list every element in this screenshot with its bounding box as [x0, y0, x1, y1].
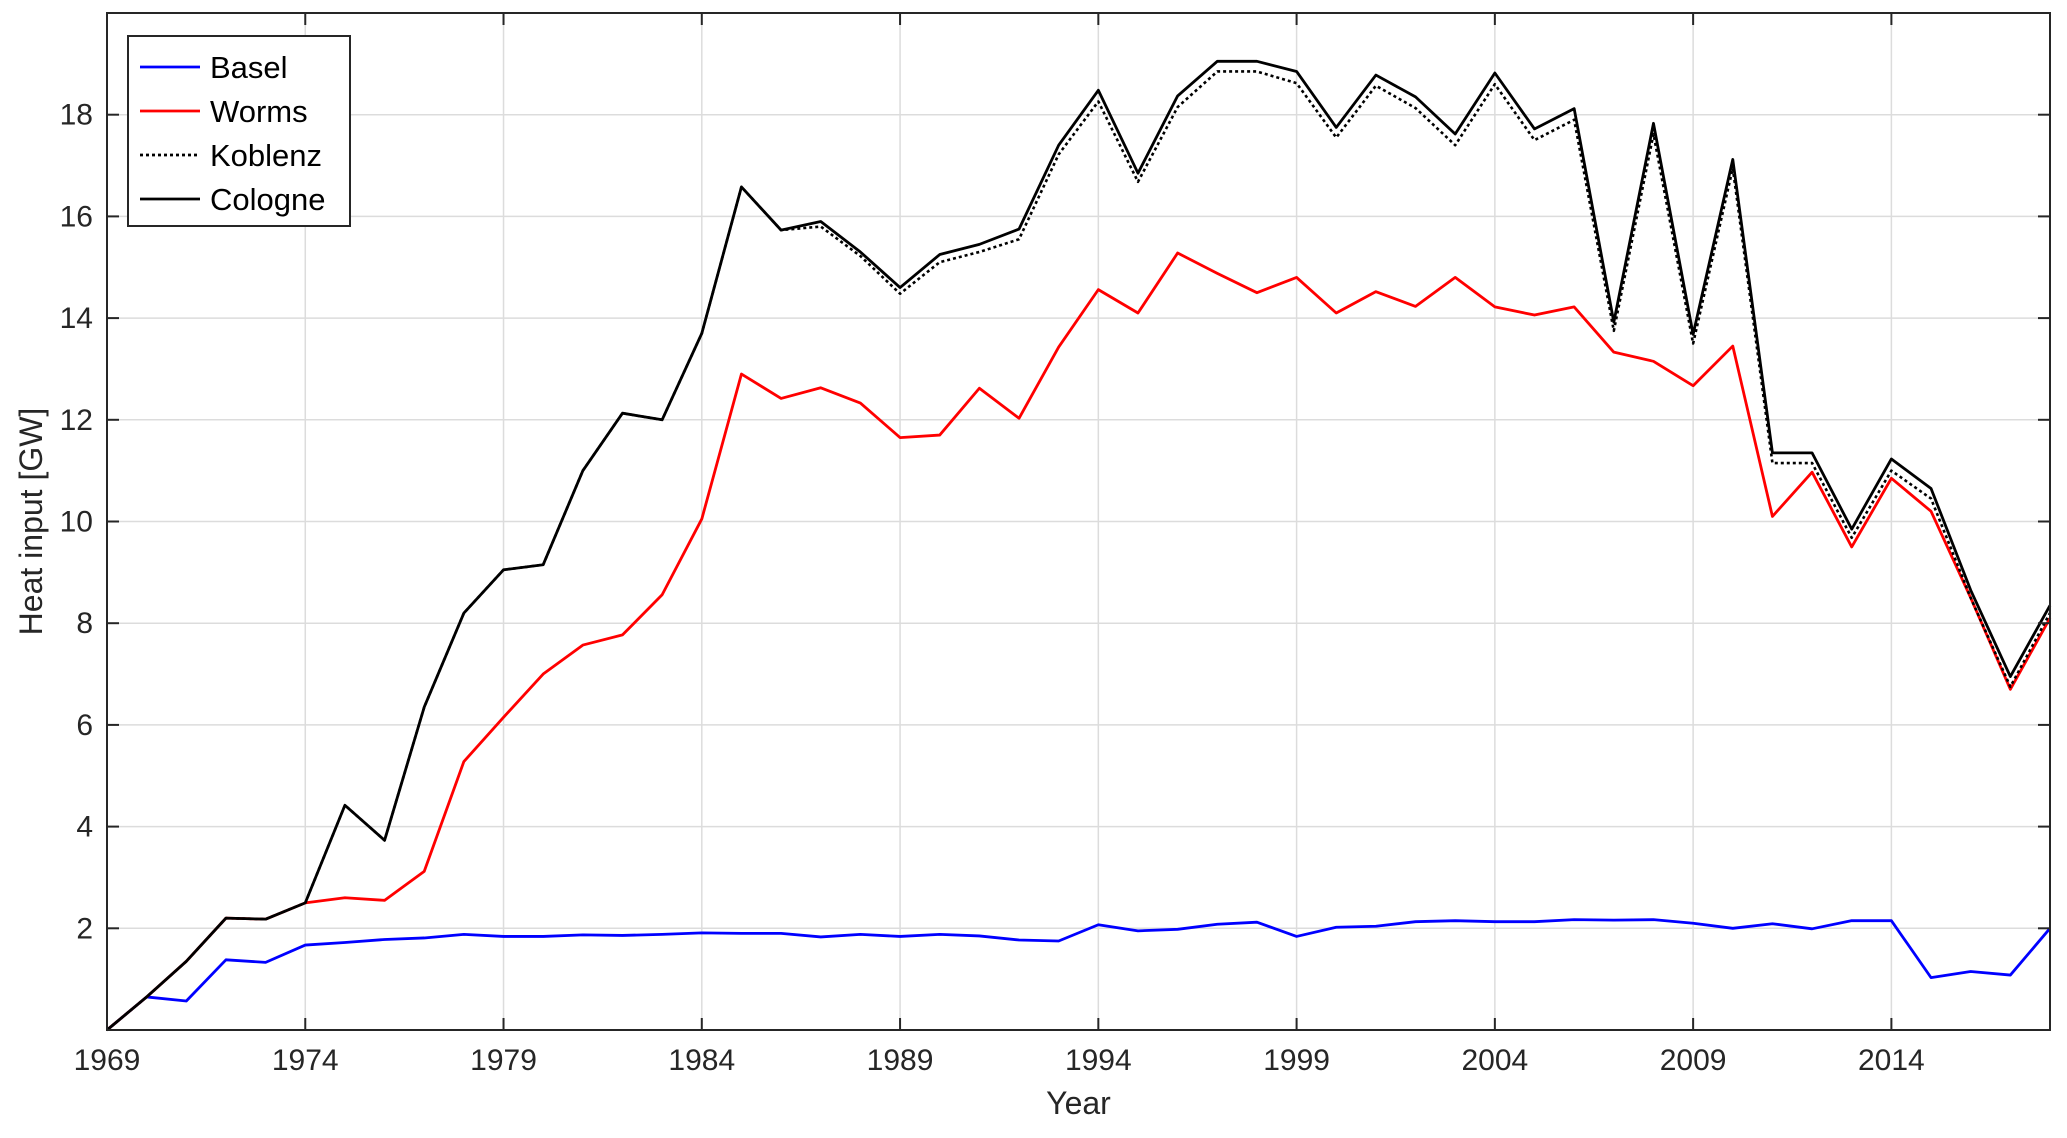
y-tick-label-12: 12	[60, 404, 93, 437]
legend-label-basel: Basel	[210, 50, 288, 85]
legend-label-cologne: Cologne	[210, 182, 325, 217]
x-tick-label-1994: 1994	[1065, 1044, 1132, 1077]
series-line-basel	[106, 918, 2052, 1032]
series-lines	[106, 59, 2052, 1032]
series-line-koblenz	[106, 70, 2052, 1031]
y-tick-label-10: 10	[60, 506, 93, 539]
y-tick-label-4: 4	[76, 811, 93, 844]
series-line-cologne	[106, 59, 2052, 1032]
y-tick-label-2: 2	[76, 912, 93, 945]
x-tick-label-1984: 1984	[668, 1044, 735, 1077]
grid	[106, 13, 2050, 1030]
x-tick-label-2009: 2009	[1660, 1044, 1727, 1077]
series-line-worms	[106, 251, 2052, 1032]
x-tick-label-1989: 1989	[867, 1044, 934, 1077]
y-tick-labels: 2 4 6 8 10 12 14 16 18	[60, 99, 93, 946]
y-tick-label-16: 16	[60, 200, 93, 233]
x-tick-label-1969: 1969	[74, 1044, 141, 1077]
y-tick-label-14: 14	[60, 302, 93, 335]
legend-label-koblenz: Koblenz	[210, 138, 322, 173]
y-axis-label: Heat input [GW]	[13, 408, 49, 636]
x-tick-label-2014: 2014	[1858, 1044, 1925, 1077]
x-tick-label-2004: 2004	[1461, 1044, 1528, 1077]
axis-ticks	[106, 13, 2050, 1030]
y-tick-label-18: 18	[60, 99, 93, 132]
x-tick-label-1974: 1974	[272, 1044, 339, 1077]
y-tick-label-6: 6	[76, 709, 93, 742]
x-tick-labels: 1969 1974 1979 1984 1989 1994 1999 2004 2009 2014	[74, 1044, 1925, 1077]
legend: Basel Worms Koblenz Cologne	[127, 35, 351, 227]
x-tick-label-1999: 1999	[1263, 1044, 1330, 1077]
y-tick-label-8: 8	[76, 607, 93, 640]
x-tick-label-1979: 1979	[470, 1044, 537, 1077]
x-axis-label: Year	[1046, 1085, 1111, 1121]
legend-label-worms: Worms	[210, 94, 308, 129]
